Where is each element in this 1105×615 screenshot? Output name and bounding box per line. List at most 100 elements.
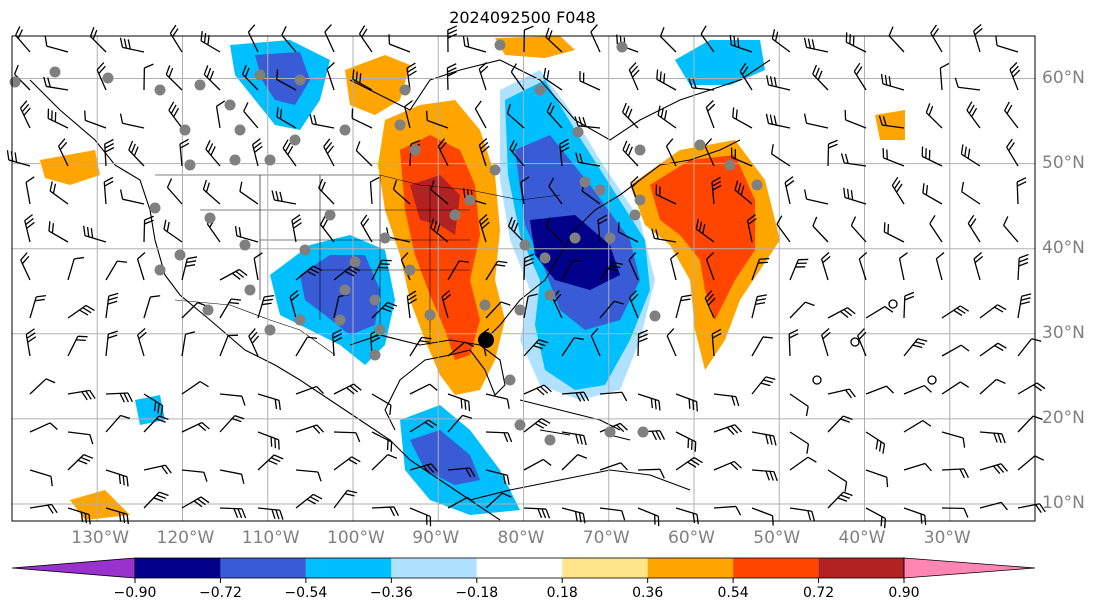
wind-barb [447, 393, 471, 412]
wind-barb [409, 336, 432, 357]
wind-barb [561, 453, 588, 471]
wind-barb [202, 179, 221, 205]
station-marker [534, 84, 546, 96]
wind-barb [485, 431, 513, 443]
wind-barb [523, 339, 549, 357]
wind-barb [19, 100, 31, 129]
wind-barb [880, 73, 905, 91]
wind-barb [1017, 503, 1046, 514]
wind-barb [967, 214, 981, 243]
wind-barb [48, 221, 69, 243]
wind-barb [29, 503, 58, 514]
wind-barb [789, 393, 809, 417]
wind-barb [711, 176, 722, 205]
colorbar-segment [733, 558, 819, 578]
wind-barb [713, 424, 742, 435]
wind-barb [973, 252, 984, 281]
calm-circle [812, 375, 822, 385]
wind-barb [13, 64, 31, 91]
wind-barb [369, 176, 380, 205]
station-marker [464, 194, 476, 206]
wind-barb [510, 63, 525, 91]
positive-anomaly-central-core [410, 175, 460, 235]
wind-barb [163, 219, 183, 243]
wind-barb [675, 294, 692, 319]
station-marker [489, 164, 501, 176]
wind-barb [629, 290, 639, 319]
station-marker [49, 66, 61, 78]
colorbar-tick-label: 0.54 [717, 585, 749, 601]
wind-barb [1009, 62, 1021, 91]
wind-barb [523, 253, 535, 281]
storm-center-marker [478, 332, 494, 348]
wind-barb [29, 294, 47, 319]
wind-barb [925, 103, 943, 129]
wind-barb [168, 101, 183, 129]
station-marker [374, 324, 386, 336]
wind-barb [485, 492, 512, 509]
wind-barb [789, 507, 816, 521]
wind-barb [257, 507, 284, 520]
positive-anomaly-north-2 [495, 36, 575, 58]
wind-barb [447, 414, 473, 433]
wind-barb [941, 431, 966, 448]
wind-barb [827, 491, 853, 509]
wind-barb [713, 505, 742, 516]
wind-barb [561, 507, 586, 524]
wind-barb [324, 24, 335, 53]
wind-barb [746, 214, 757, 243]
wind-barb [599, 462, 628, 471]
wind-barb [143, 393, 164, 416]
colorbar-segment [135, 558, 221, 578]
wind-barb [941, 468, 969, 479]
wind-barb [219, 268, 248, 281]
wind-barb [688, 78, 715, 91]
wind-barb [751, 431, 777, 446]
wind-barb [665, 138, 677, 167]
coastline-canada [349, 59, 771, 141]
wind-barb [659, 26, 677, 53]
longitude-label: 130°W [71, 528, 130, 548]
wind-barb [103, 176, 114, 205]
colorbar-tick-label: 0.18 [546, 585, 578, 601]
station-marker [519, 239, 531, 251]
wind-barb [441, 290, 452, 319]
wind-barb [865, 306, 894, 319]
wind-barb [219, 469, 245, 484]
station-marker [572, 126, 584, 138]
wind-barb [960, 144, 981, 167]
station-marker [369, 294, 381, 306]
station-marker [289, 134, 301, 146]
wind-barb [695, 219, 715, 243]
wind-barb [966, 101, 981, 129]
wind-barb [128, 140, 145, 167]
wind-barb [215, 100, 226, 129]
station-marker [751, 179, 763, 191]
station-marker [102, 72, 114, 84]
station-marker [579, 176, 591, 188]
wind-barb [599, 261, 623, 281]
wind-barb [543, 67, 563, 91]
plot-frame [11, 35, 1036, 522]
station-marker [637, 426, 649, 438]
wind-barb [935, 252, 945, 281]
wind-barb [83, 225, 107, 243]
wind-barb [853, 62, 867, 91]
longitude-label: 110°W [241, 528, 300, 548]
wind-barb [320, 215, 335, 243]
station-marker [234, 124, 246, 136]
station-marker [479, 299, 491, 311]
wind-barb [628, 252, 639, 281]
wind-barb [425, 110, 449, 129]
station-marker [299, 244, 311, 256]
wind-barb [751, 469, 778, 482]
wind-barb [371, 454, 398, 471]
calm-circle [888, 299, 898, 309]
station-markers [9, 39, 763, 446]
wind-barb [104, 138, 115, 167]
wind-barb [485, 301, 511, 319]
wind-barb [979, 501, 1008, 511]
wind-barb [67, 389, 96, 401]
station-marker [339, 124, 351, 136]
